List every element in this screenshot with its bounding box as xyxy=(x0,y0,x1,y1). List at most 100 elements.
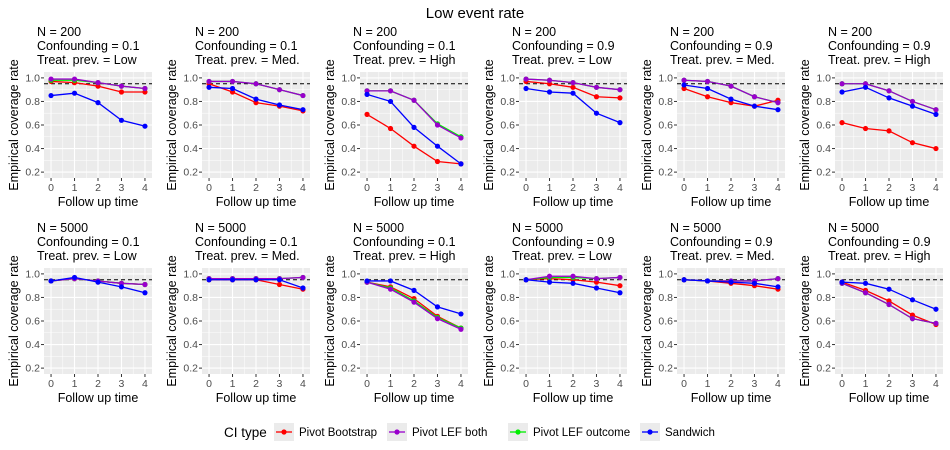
y-tick-label: 0.4 xyxy=(658,143,673,155)
data-point xyxy=(909,103,916,109)
x-tick-label: 1 xyxy=(230,378,236,390)
x-axis-label: Follow up time xyxy=(374,195,455,209)
y-tick-label: 0.6 xyxy=(500,120,515,132)
panel-title-line: N = 200 xyxy=(512,25,556,39)
data-point xyxy=(118,89,125,95)
panel-title-line: Confounding = 0.1 xyxy=(195,39,298,53)
data-point xyxy=(276,87,283,93)
data-point xyxy=(142,281,148,288)
data-point xyxy=(933,107,939,113)
data-point xyxy=(862,84,869,90)
data-point xyxy=(886,95,892,101)
data-point xyxy=(48,92,54,99)
data-point xyxy=(704,85,711,92)
panel-title-line: Confounding = 0.1 xyxy=(195,235,298,249)
y-tick-label: 0.4 xyxy=(183,143,198,155)
x-tick-label: 4 xyxy=(617,378,623,390)
y-tick-label: 0.8 xyxy=(183,96,198,108)
data-point xyxy=(593,94,600,100)
y-tick-label: 1.0 xyxy=(341,72,356,84)
y-tick-label: 0.8 xyxy=(25,96,40,108)
data-point xyxy=(523,76,529,82)
x-tick-label: 0 xyxy=(48,182,54,194)
x-tick-label: 1 xyxy=(547,182,553,194)
x-axis-label: Follow up time xyxy=(849,195,930,209)
y-tick-label: 0.8 xyxy=(658,96,673,108)
data-point xyxy=(617,95,623,101)
data-point xyxy=(704,78,711,85)
y-tick-label: 1.0 xyxy=(500,72,515,84)
data-point xyxy=(434,304,441,310)
data-point xyxy=(411,299,417,305)
legend-key-point xyxy=(515,429,521,435)
data-point xyxy=(142,290,148,296)
legend-item: Pivot LEF both xyxy=(387,423,487,441)
x-tick-label: 3 xyxy=(119,378,125,390)
y-tick-label: 0.6 xyxy=(658,120,673,132)
x-axis-label: Follow up time xyxy=(216,391,297,405)
y-tick-label: 0.6 xyxy=(341,316,356,328)
panel-title-line: Confounding = 0.9 xyxy=(512,39,615,53)
x-tick-label: 0 xyxy=(681,378,687,390)
panel-title-line: Treat. prev. = High xyxy=(353,53,456,67)
x-tick-label: 1 xyxy=(388,378,394,390)
y-axis-label: Empirical coverage rate xyxy=(165,59,179,190)
legend-label: Sandwich xyxy=(665,427,715,439)
y-tick-label: 1.0 xyxy=(183,268,198,280)
x-tick-label: 0 xyxy=(48,378,54,390)
x-axis-label: Follow up time xyxy=(58,195,139,209)
x-tick-label: 3 xyxy=(594,378,600,390)
x-tick-label: 3 xyxy=(435,182,441,194)
x-tick-label: 4 xyxy=(300,378,306,390)
panel-title-line: Treat. prev. = High xyxy=(828,249,931,263)
data-point xyxy=(300,285,306,291)
y-tick-label: 0.6 xyxy=(25,120,40,132)
y-axis-label: Empirical coverage rate xyxy=(798,255,812,386)
data-point xyxy=(617,290,623,296)
facet-panels: N = 200 Confounding = 0.1 Treat. prev. = L… xyxy=(7,25,943,405)
data-point xyxy=(681,82,687,88)
x-tick-label: 4 xyxy=(458,378,464,390)
y-axis-label: Empirical coverage rate xyxy=(7,59,21,190)
x-tick-label: 2 xyxy=(253,378,259,390)
data-point xyxy=(300,274,306,281)
x-tick-label: 3 xyxy=(435,378,441,390)
y-tick-label: 0.8 xyxy=(816,292,831,304)
x-tick-label: 4 xyxy=(458,182,464,194)
data-point xyxy=(364,111,370,117)
x-tick-label: 0 xyxy=(364,378,370,390)
data-point xyxy=(775,276,781,282)
data-point xyxy=(862,280,869,286)
x-axis-label: Follow up time xyxy=(533,391,614,405)
data-point xyxy=(411,287,417,293)
panel-title-line: N = 5000 xyxy=(37,221,88,235)
y-tick-label: 1.0 xyxy=(25,268,40,280)
data-point xyxy=(458,161,464,167)
y-tick-label: 1.0 xyxy=(183,72,198,84)
x-tick-label: 4 xyxy=(933,182,939,194)
panel-title-line: Confounding = 0.9 xyxy=(670,39,773,53)
x-tick-label: 3 xyxy=(910,378,916,390)
data-point xyxy=(933,306,939,312)
y-tick-label: 0.6 xyxy=(183,316,198,328)
data-point xyxy=(617,87,623,93)
legend-item: Sandwich xyxy=(640,423,715,441)
y-tick-label: 0.4 xyxy=(816,339,831,351)
panel-title-line: Treat. prev. = Low xyxy=(512,53,613,67)
legend-item: Pivot LEF outcome xyxy=(508,423,630,441)
data-point xyxy=(704,94,711,100)
x-axis-label: Follow up time xyxy=(849,391,930,405)
x-tick-label: 1 xyxy=(863,378,869,390)
legend-key-point xyxy=(647,429,653,435)
y-axis-label: Empirical coverage rate xyxy=(323,255,337,386)
data-point xyxy=(276,277,283,283)
x-tick-label: 4 xyxy=(775,378,781,390)
data-point xyxy=(434,143,441,149)
data-point xyxy=(118,284,125,290)
data-point xyxy=(300,92,306,99)
x-axis-label: Follow up time xyxy=(691,391,772,405)
data-point xyxy=(118,117,125,123)
